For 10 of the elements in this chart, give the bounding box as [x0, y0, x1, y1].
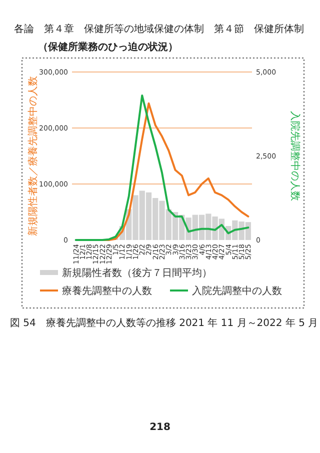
legend-label: 新規陽性者数（後方７日間平均）	[62, 267, 212, 279]
chart-subtitle: （保健所業務のひっ迫の状況）	[38, 41, 178, 53]
text: 218	[150, 422, 170, 433]
y-axis-title: 新規陽性者数／療養先調整中の人数	[27, 76, 39, 236]
line-series	[74, 94, 250, 241]
caption: 図 54 療養先調整中の人数等の推移 2021 年 11 月～2022 年 5 月	[10, 317, 318, 329]
y2-axis-title: 入院先調整中の人数	[289, 111, 301, 201]
legend-label: 入院先調整中の人数	[192, 285, 282, 297]
legend-label: 療養先調整中の人数	[62, 285, 152, 297]
chart-title: 各論 第４章 保健所等の地域保健の体制 第４節 保健所体制	[14, 23, 304, 35]
